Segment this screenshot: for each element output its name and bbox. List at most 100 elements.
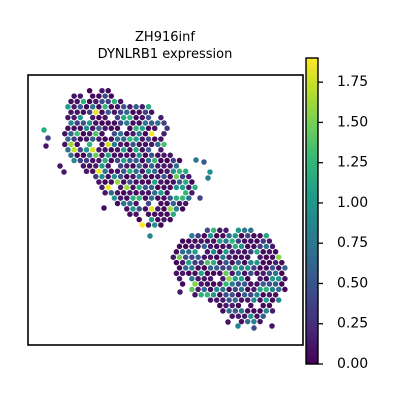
spot: [147, 233, 153, 239]
spot: [139, 190, 146, 196]
spot: [223, 281, 229, 287]
spot: [232, 254, 239, 260]
spot: [99, 120, 105, 126]
spot: [207, 286, 214, 293]
spot: [275, 254, 282, 260]
spot: [189, 254, 195, 260]
spot: [226, 297, 232, 303]
spot: [136, 130, 142, 137]
spot: [189, 265, 195, 271]
spot: [145, 125, 152, 132]
spot: [124, 141, 130, 148]
spot: [173, 249, 180, 255]
spot: [108, 136, 115, 142]
spot: [244, 308, 251, 314]
spot: [148, 141, 155, 148]
spot: [282, 286, 288, 293]
spot: [192, 238, 198, 244]
spot: [226, 254, 232, 260]
spot: [114, 200, 121, 207]
spot: [272, 249, 279, 255]
spot: [108, 125, 115, 132]
spot: [145, 211, 152, 217]
spot: [263, 243, 270, 250]
spot: [142, 195, 149, 201]
spot: [117, 109, 124, 115]
spot: [213, 286, 220, 293]
spot: [210, 281, 217, 287]
spot: [111, 120, 118, 126]
spot: [124, 152, 130, 158]
spot: [83, 147, 90, 153]
spot: [158, 179, 164, 185]
spot: [117, 184, 124, 191]
spot: [241, 238, 248, 244]
spot: [251, 308, 257, 314]
spot: [74, 141, 80, 148]
spot: [86, 120, 93, 126]
spot: [93, 109, 99, 115]
spot: [210, 292, 217, 298]
spot: [80, 120, 87, 126]
spot: [86, 130, 93, 137]
spot: [102, 136, 108, 142]
spot: [248, 227, 254, 234]
spot: [210, 238, 217, 244]
spot: [177, 289, 183, 295]
spot: [155, 195, 161, 201]
spot: [86, 98, 93, 105]
spot: [96, 93, 102, 99]
spot: [248, 249, 254, 255]
spot: [164, 190, 170, 196]
spot: [207, 169, 213, 175]
spot: [217, 238, 223, 244]
spot: [102, 93, 108, 99]
spot-layer: [41, 87, 288, 331]
spot: [117, 152, 124, 158]
spot: [204, 270, 211, 277]
spot: [248, 270, 254, 277]
spot: [142, 163, 149, 169]
spot: [238, 243, 245, 250]
spot: [161, 141, 167, 148]
spot: [114, 136, 121, 142]
colorbar-tick-label: 1.50: [337, 114, 368, 130]
spot: [176, 179, 183, 185]
spot: [127, 168, 133, 175]
spot: [204, 281, 211, 287]
spot: [142, 141, 149, 148]
spot: [201, 254, 208, 260]
spot: [275, 297, 282, 303]
spot: [74, 98, 80, 105]
spot: [170, 168, 177, 175]
spot: [269, 275, 276, 282]
spot: [232, 243, 239, 250]
spot: [120, 136, 127, 142]
spot: [108, 190, 115, 196]
spot: [158, 200, 164, 207]
spot: [223, 259, 229, 266]
spot: [251, 243, 257, 250]
spot: [167, 184, 173, 191]
spot: [220, 232, 226, 239]
spot: [251, 318, 257, 325]
spot: [74, 120, 80, 126]
spot: [148, 206, 155, 212]
spot: [182, 265, 189, 271]
spot: [238, 297, 245, 303]
spot: [111, 141, 118, 148]
spot: [220, 308, 226, 314]
colorbar-tick-label: 1.75: [337, 74, 368, 90]
spot: [244, 275, 251, 282]
spot: [102, 157, 108, 164]
spot: [102, 104, 108, 110]
spot: [145, 168, 152, 175]
spot: [182, 243, 189, 250]
spot: [151, 179, 158, 185]
spot: [96, 147, 102, 153]
spot: [136, 184, 142, 191]
spot: [217, 249, 223, 255]
spot: [260, 270, 266, 277]
spot: [164, 200, 170, 207]
spot: [151, 125, 158, 132]
